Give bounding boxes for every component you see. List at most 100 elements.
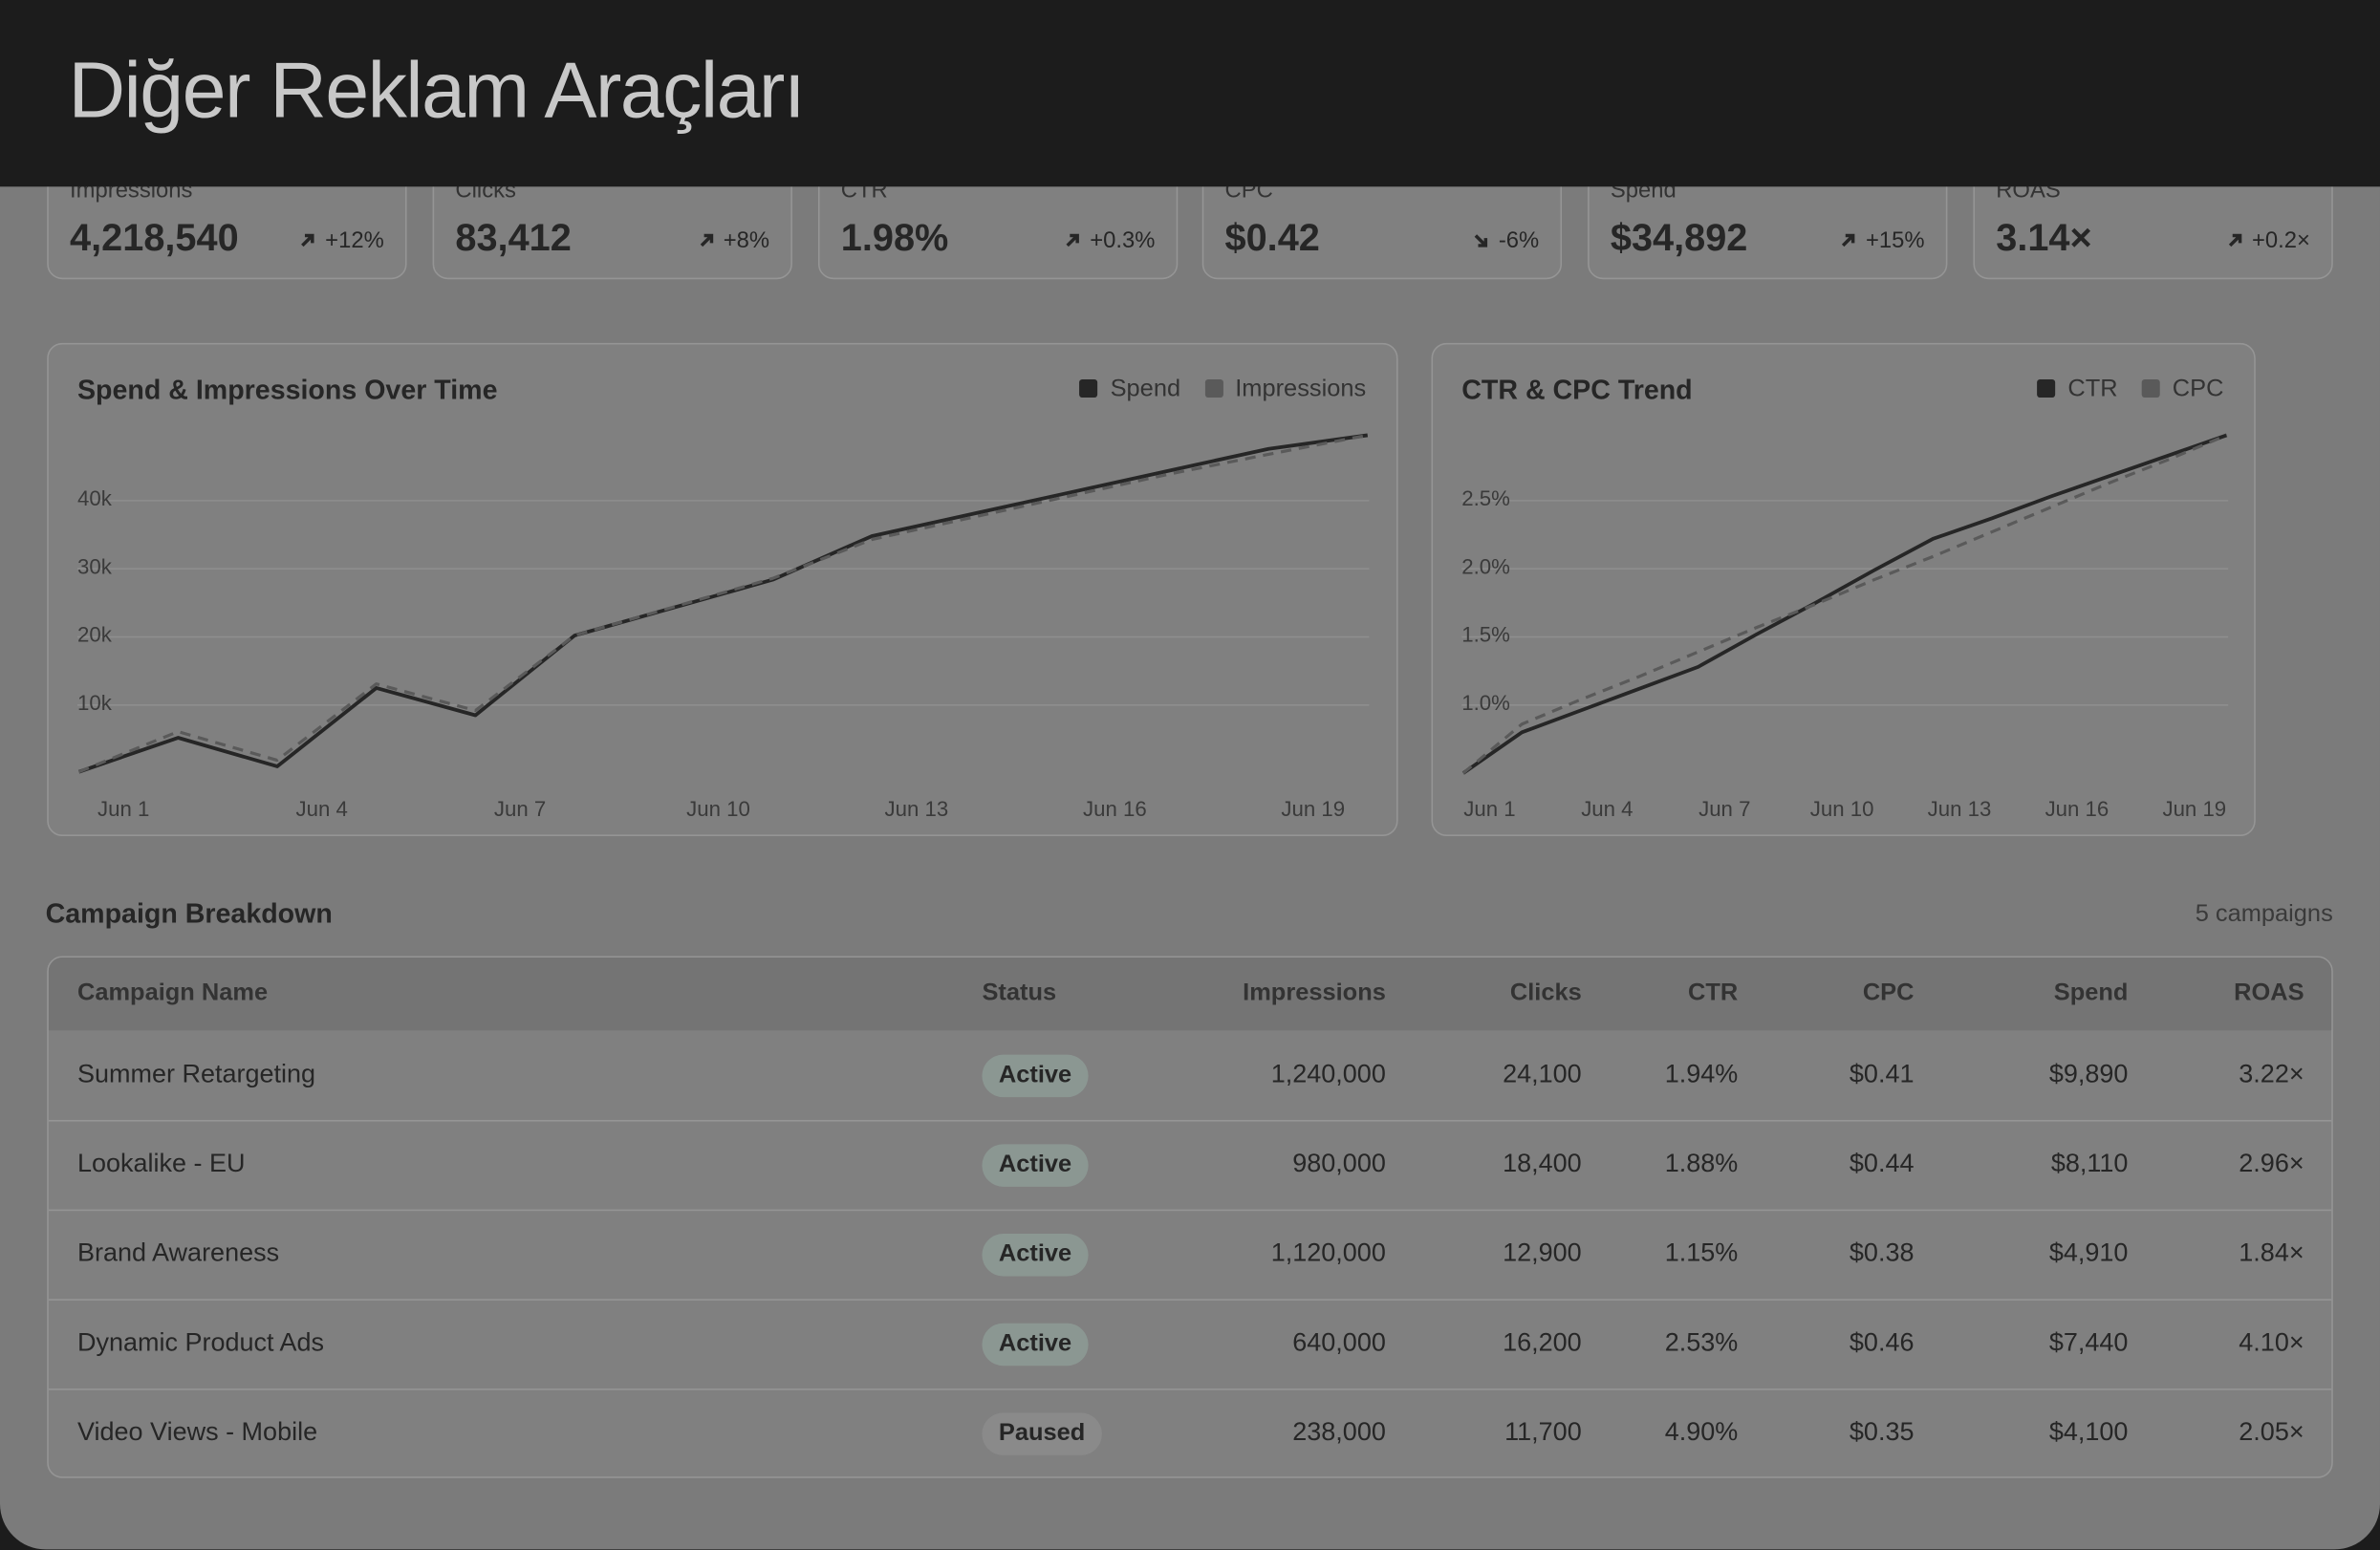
arrow-shape	[301, 233, 314, 248]
legend-swatch	[1204, 379, 1223, 398]
delta-text: +0.3%	[1090, 227, 1156, 254]
y-tick-label: 30k	[77, 554, 113, 578]
kpi-delta: +0.2×	[2226, 227, 2310, 253]
table-cell: 12,900	[1503, 1238, 1582, 1267]
chart-card: Spend & Impressions Over Time Spend Impres…	[47, 342, 1398, 836]
series-line	[1461, 433, 2228, 775]
arrow-shape	[1842, 233, 1855, 248]
trend-arrow	[1066, 233, 1079, 248]
table-cell: 24,100	[1503, 1059, 1582, 1088]
table-cell: 980,000	[1292, 1149, 1386, 1178]
column-header: Spend	[2053, 980, 2129, 1006]
column-header: CTR	[1688, 980, 1739, 1006]
kpi-delta: +8%	[698, 227, 769, 253]
table-cell: 238,000	[1292, 1417, 1386, 1447]
x-tick-label: Jun 16	[2045, 797, 2110, 821]
table-header-bg	[48, 958, 2332, 1031]
table-cell: 1,240,000	[1270, 1059, 1386, 1088]
chart-card: CTR & CPC Trend CTR CPC 1.0% 1.5% 2.0% 2.5% Jun…	[1431, 342, 2256, 836]
row-divider	[48, 1299, 2332, 1301]
table-cell: $0.38	[1849, 1238, 1915, 1267]
kpi-value: 83,412	[455, 217, 572, 260]
table-cell: 4.10×	[2239, 1327, 2304, 1357]
table-cell: 4.90%	[1664, 1417, 1739, 1447]
kpi-value: 4,218,540	[70, 217, 239, 260]
delta-text: -6%	[1498, 227, 1540, 254]
table-cell: $9,890	[2048, 1059, 2129, 1088]
table-cell: $7,440	[2048, 1327, 2129, 1357]
row-divider	[48, 1119, 2332, 1122]
x-tick-label: Jun 7	[1698, 797, 1750, 821]
table-cell: $4,100	[2048, 1417, 2129, 1447]
table-cell: 1.15%	[1664, 1238, 1739, 1267]
y-tick-label: 40k	[77, 486, 113, 510]
legend-label: CPC	[2172, 376, 2224, 402]
legend: CTR CPC	[2037, 377, 2223, 404]
y-tick-label: 1.0%	[1461, 691, 1510, 715]
delta-text: +8%	[723, 227, 770, 254]
kpi-value: 1.98%	[840, 217, 949, 260]
delta-text: +15%	[1865, 227, 1925, 254]
arrow-shape	[1475, 234, 1488, 248]
arrow-shape	[2228, 233, 2241, 248]
table-count: 5 campaigns	[2195, 901, 2333, 928]
legend-swatch	[2142, 379, 2161, 398]
status-pill: Active	[982, 1053, 1089, 1097]
legend-item: CPC	[2142, 377, 2223, 404]
header: Diğer Reklam Araçları	[0, 0, 2380, 187]
kpi-delta: +15%	[1840, 227, 1925, 253]
table-cell: 2.96×	[2239, 1149, 2304, 1178]
table-cell: 3.22×	[2239, 1059, 2304, 1088]
column-header: Impressions	[1243, 980, 1386, 1006]
trend-arrow	[1475, 234, 1488, 248]
x-tick-label: Jun 4	[1581, 797, 1633, 821]
status-pill: Paused	[982, 1411, 1102, 1455]
trend-arrow	[1842, 233, 1855, 248]
chart-title: CTR & CPC Trend	[1461, 375, 1693, 405]
legend-item: Impressions	[1204, 377, 1366, 404]
row-divider	[48, 1389, 2332, 1390]
x-tick-label: Jun 1	[97, 797, 149, 821]
x-tick-label: Jun 7	[494, 797, 546, 821]
table-cell: Lookalike - EU	[76, 1149, 246, 1178]
table-cell: 16,200	[1503, 1327, 1582, 1357]
x-tick-label: Jun 13	[1928, 797, 1992, 821]
table: Campaign Name Status Impressions Clicks CTR C…	[47, 956, 2333, 1478]
legend-swatch	[2037, 379, 2056, 398]
table-cell: $0.41	[1849, 1059, 1915, 1088]
y-tick-label: 2.5%	[1461, 486, 1510, 510]
table-cell: Dynamic Product Ads	[76, 1327, 325, 1357]
kpi-delta: +12%	[299, 227, 384, 253]
status-pill: Active	[982, 1322, 1089, 1366]
table-cell: 2.05×	[2239, 1417, 2304, 1447]
series-line	[1461, 433, 2228, 775]
delta-text: +12%	[325, 227, 384, 254]
status-pill: Active	[982, 1233, 1089, 1276]
series-line	[77, 433, 1369, 774]
trend-arrow	[700, 233, 713, 248]
chart-plot: 1.0% 1.5% 2.0% 2.5% Jun 1 Jun 4 Jun 7 Jun 10 Jun…	[1461, 433, 2229, 821]
chart-title: Spend & Impressions Over Time	[76, 375, 498, 405]
kpi-value: 3.14×	[1996, 217, 2092, 260]
table-title: Campaign Breakdown	[45, 898, 333, 929]
row-divider	[48, 1209, 2332, 1212]
kpi-delta: -6%	[1473, 227, 1539, 253]
trend-arrow	[301, 233, 314, 248]
table-cell: $4,910	[2048, 1238, 2129, 1267]
chart-plot: 10k 20k 30k 40k Jun 1 Jun 4 Jun 7 Jun 10 Jun 13 J…	[76, 433, 1370, 821]
table-cell: Brand Awareness	[76, 1238, 280, 1267]
y-tick-label: 1.5%	[1461, 623, 1510, 647]
legend-item: CTR	[2037, 377, 2118, 404]
arrow-shape	[700, 233, 713, 248]
x-tick-label: Jun 4	[295, 797, 347, 821]
table-cell: 1.88%	[1664, 1149, 1739, 1178]
table-cell: 18,400	[1503, 1149, 1582, 1178]
legend: Spend Impressions	[1079, 377, 1366, 404]
x-tick-label: Jun 1	[1463, 797, 1515, 821]
table-cell: 1.94%	[1664, 1059, 1739, 1088]
x-tick-label: Jun 10	[1810, 797, 1874, 821]
column-header: Clicks	[1509, 980, 1582, 1006]
status-pill: Active	[982, 1143, 1089, 1187]
column-header: CPC	[1862, 980, 1915, 1006]
